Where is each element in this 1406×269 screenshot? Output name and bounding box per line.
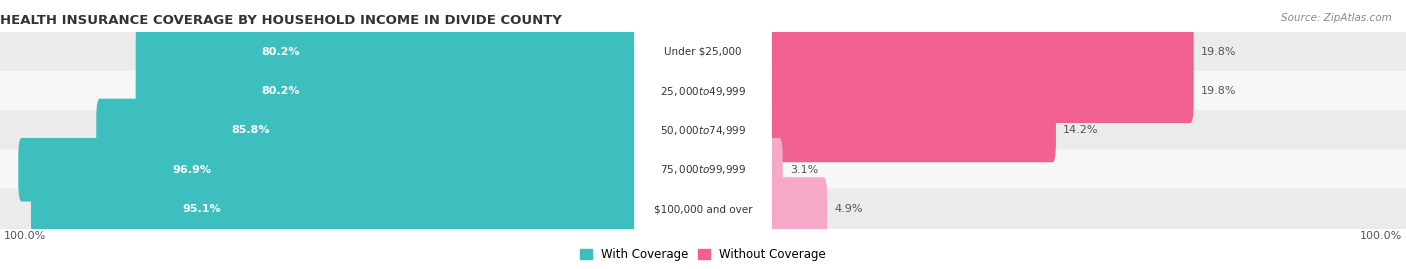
Text: 100.0%: 100.0% xyxy=(1360,231,1403,240)
FancyBboxPatch shape xyxy=(634,88,772,173)
Text: 80.2%: 80.2% xyxy=(262,86,299,96)
FancyBboxPatch shape xyxy=(700,99,1056,162)
FancyBboxPatch shape xyxy=(0,149,1406,190)
Text: 95.1%: 95.1% xyxy=(183,204,221,214)
FancyBboxPatch shape xyxy=(700,177,827,241)
Text: Under $25,000: Under $25,000 xyxy=(664,47,742,57)
Text: 96.9%: 96.9% xyxy=(173,165,211,175)
FancyBboxPatch shape xyxy=(634,49,772,134)
Text: 100.0%: 100.0% xyxy=(3,231,46,240)
Text: 19.8%: 19.8% xyxy=(1201,47,1236,57)
FancyBboxPatch shape xyxy=(0,71,1406,112)
FancyBboxPatch shape xyxy=(700,138,783,201)
FancyBboxPatch shape xyxy=(634,127,772,212)
Text: $50,000 to $74,999: $50,000 to $74,999 xyxy=(659,124,747,137)
Text: 4.9%: 4.9% xyxy=(834,204,863,214)
Legend: With Coverage, Without Coverage: With Coverage, Without Coverage xyxy=(575,243,831,266)
FancyBboxPatch shape xyxy=(634,9,772,94)
FancyBboxPatch shape xyxy=(97,99,707,162)
FancyBboxPatch shape xyxy=(0,31,1406,72)
FancyBboxPatch shape xyxy=(700,20,1194,84)
Text: $75,000 to $99,999: $75,000 to $99,999 xyxy=(659,163,747,176)
FancyBboxPatch shape xyxy=(700,59,1194,123)
FancyBboxPatch shape xyxy=(31,177,707,241)
Text: Source: ZipAtlas.com: Source: ZipAtlas.com xyxy=(1281,13,1392,23)
FancyBboxPatch shape xyxy=(135,20,707,84)
Text: HEALTH INSURANCE COVERAGE BY HOUSEHOLD INCOME IN DIVIDE COUNTY: HEALTH INSURANCE COVERAGE BY HOUSEHOLD I… xyxy=(0,14,562,27)
Text: 80.2%: 80.2% xyxy=(262,47,299,57)
FancyBboxPatch shape xyxy=(634,167,772,252)
Text: 85.8%: 85.8% xyxy=(232,125,270,136)
Text: 19.8%: 19.8% xyxy=(1201,86,1236,96)
FancyBboxPatch shape xyxy=(0,189,1406,229)
Text: 14.2%: 14.2% xyxy=(1063,125,1098,136)
Text: 3.1%: 3.1% xyxy=(790,165,818,175)
FancyBboxPatch shape xyxy=(18,138,707,201)
Text: $100,000 and over: $100,000 and over xyxy=(654,204,752,214)
FancyBboxPatch shape xyxy=(135,59,707,123)
FancyBboxPatch shape xyxy=(0,110,1406,151)
Text: $25,000 to $49,999: $25,000 to $49,999 xyxy=(659,85,747,98)
